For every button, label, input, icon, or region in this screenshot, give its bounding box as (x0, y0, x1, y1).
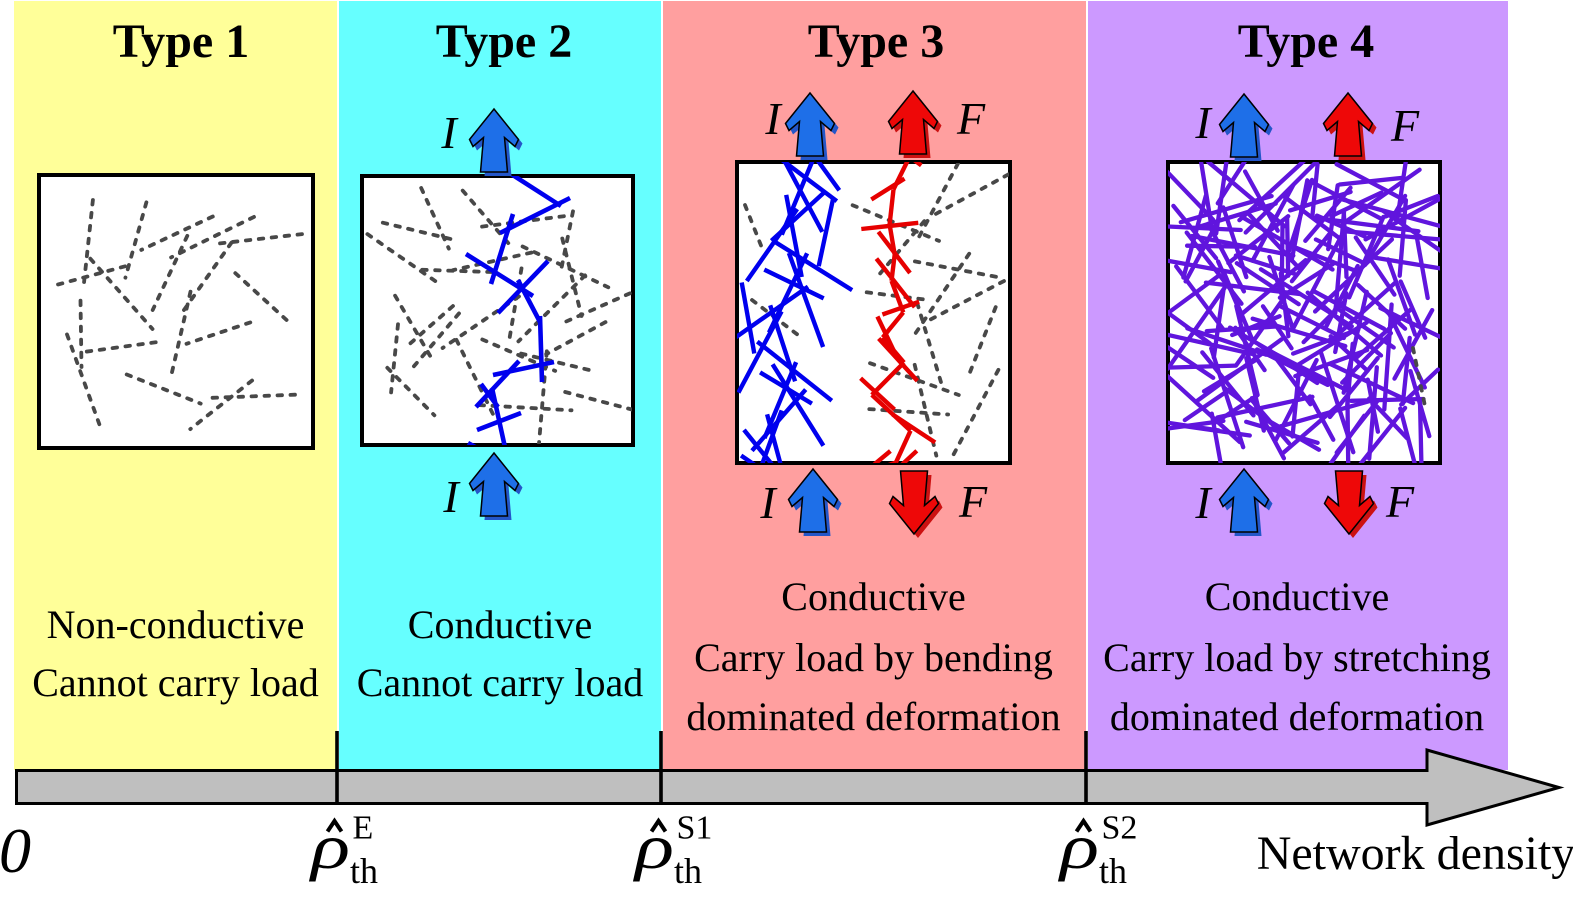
svg-text:Non-conductive: Non-conductive (47, 602, 305, 647)
svg-text:F: F (1390, 100, 1420, 151)
svg-text:S2: S2 (1102, 810, 1138, 847)
svg-text:0: 0 (0, 815, 31, 886)
svg-text:E: E (353, 810, 374, 847)
svg-text:ρ: ρ (308, 811, 350, 882)
svg-text:Carry load by stretching: Carry load by stretching (1103, 635, 1491, 680)
svg-text:th: th (674, 851, 702, 891)
svg-text:I: I (759, 477, 778, 528)
svg-text:Cannot carry load: Cannot carry load (32, 660, 319, 705)
svg-text:I: I (440, 107, 459, 158)
svg-text:I: I (1194, 477, 1213, 528)
svg-text:Conductive: Conductive (408, 602, 592, 647)
svg-text:dominated deformation: dominated deformation (1110, 694, 1484, 739)
svg-text:th: th (350, 851, 378, 891)
svg-text:Type 1: Type 1 (113, 15, 249, 68)
svg-text:Conductive: Conductive (1205, 574, 1389, 619)
svg-text:Type 4: Type 4 (1238, 15, 1374, 68)
svg-text:I: I (442, 471, 461, 522)
svg-text:ρ: ρ (1057, 811, 1099, 882)
svg-text:S1: S1 (677, 810, 713, 847)
svg-text:Type 3: Type 3 (808, 15, 944, 68)
svg-text:F: F (1385, 476, 1415, 527)
svg-text:I: I (764, 93, 783, 144)
svg-text:Type 2: Type 2 (436, 15, 572, 68)
svg-text:ρ: ρ (632, 811, 674, 882)
svg-text:Carry load by bending: Carry load by bending (694, 635, 1053, 680)
svg-text:I: I (1194, 97, 1213, 148)
svg-text:th: th (1099, 851, 1127, 891)
svg-text:F: F (956, 93, 986, 144)
svg-text:dominated deformation: dominated deformation (686, 694, 1060, 739)
svg-text:F: F (958, 476, 988, 527)
svg-text:Conductive: Conductive (781, 574, 965, 619)
svg-text:Network density: Network density (1257, 827, 1573, 880)
svg-text:Cannot carry load: Cannot carry load (357, 660, 644, 705)
